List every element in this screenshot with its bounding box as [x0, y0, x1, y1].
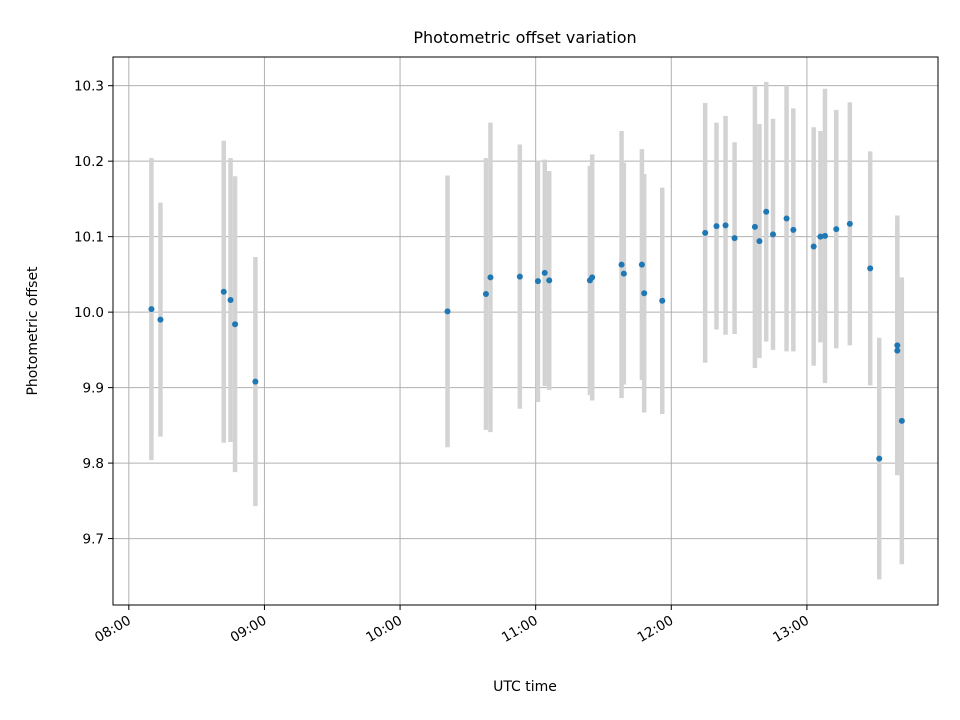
data-point [702, 229, 709, 236]
data-point [756, 238, 763, 245]
data-point [620, 270, 627, 277]
y-tick-label: 10.1 [74, 230, 104, 246]
data-point [817, 233, 824, 240]
plot-frame [112, 56, 939, 606]
data-point [487, 274, 494, 281]
data-point [227, 297, 234, 304]
data-point [783, 215, 790, 222]
y-tick-label: 9.9 [83, 381, 104, 397]
data-point [751, 223, 758, 230]
y-axis-ticks: 9.7 9.8 9.9 10.0 10.1 10.2 10.3 [74, 79, 113, 548]
data-point [810, 243, 817, 250]
data-point [157, 316, 164, 323]
data-point [867, 265, 874, 272]
y-tick-label: 9.8 [83, 456, 104, 472]
data-point [541, 269, 548, 276]
data-point [618, 261, 625, 268]
data-point [148, 306, 155, 313]
data-point [638, 261, 645, 268]
data-point [770, 231, 776, 238]
data-point [821, 232, 828, 239]
y-tick-label: 10.2 [74, 154, 104, 170]
data-point [846, 220, 853, 227]
data-point [444, 308, 451, 315]
data-point [534, 278, 541, 285]
data-point [790, 226, 797, 233]
grid [113, 57, 938, 605]
y-tick-label: 9.7 [83, 532, 104, 548]
y-tick-label: 10.0 [74, 305, 104, 321]
data-point [220, 288, 227, 295]
data-point [252, 378, 259, 385]
data-point [894, 342, 901, 349]
data-point [641, 290, 648, 297]
data-points [148, 208, 905, 462]
data-point [589, 274, 596, 281]
data-point [482, 291, 489, 298]
data-point [898, 417, 905, 424]
data-point [876, 455, 883, 462]
data-point [232, 321, 239, 328]
data-point [516, 273, 523, 280]
y-tick-label: 10.3 [74, 79, 104, 95]
data-point [722, 222, 729, 229]
data-point [546, 277, 553, 284]
chart-title: Photometric offset variation [413, 28, 636, 47]
x-axis-label: UTC time [493, 679, 557, 695]
data-point [659, 297, 666, 304]
data-point [833, 226, 840, 233]
data-point [713, 223, 720, 230]
data-point [731, 235, 738, 242]
y-axis-label: Photometric offset [25, 266, 41, 396]
plot-area [113, 57, 938, 605]
data-point [894, 347, 901, 354]
data-point [763, 208, 770, 215]
